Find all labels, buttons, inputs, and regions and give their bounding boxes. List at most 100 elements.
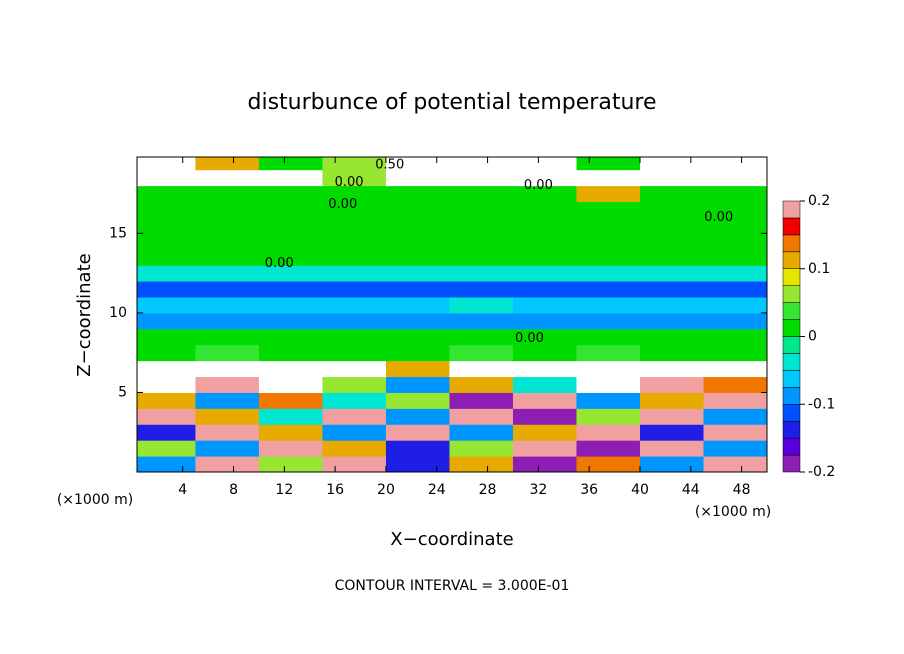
- heat-cell: [195, 408, 260, 425]
- heat-cell: [639, 376, 704, 393]
- heat-cell: [576, 344, 641, 362]
- heat-cell: [137, 185, 196, 203]
- heat-cell: [385, 201, 450, 218]
- heat-cell: [449, 456, 514, 473]
- heat-cell: [385, 456, 450, 473]
- heat-cell: [512, 312, 577, 330]
- contour-label: 0.00: [515, 331, 544, 346]
- heat-cell: [576, 297, 641, 314]
- heat-cell: [195, 201, 260, 218]
- heat-cell: [258, 392, 323, 409]
- heat-cell: [639, 157, 704, 171]
- heat-cell: [385, 185, 450, 203]
- x-tick-label: 28: [479, 482, 497, 498]
- heat-cell: [258, 249, 323, 266]
- heat-cell: [449, 376, 514, 393]
- heat-cell: [322, 217, 387, 234]
- heat-cell: [639, 201, 704, 218]
- x-tick-label: 32: [529, 482, 547, 498]
- heat-cell: [576, 157, 641, 171]
- heat-cell: [512, 344, 577, 362]
- heat-cell: [639, 440, 704, 457]
- colorbar-tick-label: -0.2: [808, 464, 835, 480]
- heat-cell: [195, 169, 260, 187]
- heat-cell: [258, 360, 323, 378]
- heat-cell: [137, 233, 196, 250]
- heat-cell: [258, 265, 323, 282]
- heat-cell: [137, 217, 196, 234]
- heat-cell: [703, 157, 768, 171]
- heat-cell: [703, 281, 768, 298]
- colorbar-swatch: [782, 319, 801, 337]
- heat-cell: [703, 217, 768, 234]
- heat-cell: [322, 265, 387, 282]
- heat-cell: [258, 201, 323, 218]
- heat-cell: [137, 249, 196, 266]
- heat-cell: [512, 185, 577, 203]
- heat-cell: [639, 408, 704, 425]
- x-tick-label: 16: [326, 482, 344, 498]
- heat-cell: [449, 157, 514, 171]
- heat-cell: [322, 169, 387, 187]
- colorbar-swatch: [782, 251, 801, 269]
- colorbar-swatch: [782, 217, 801, 236]
- heat-cell: [322, 233, 387, 250]
- heat-cell: [576, 217, 641, 234]
- heat-cell: [195, 249, 260, 266]
- chart-title: disturbunce of potential temperature: [248, 90, 657, 115]
- heat-cell: [576, 312, 641, 330]
- heat-cell: [322, 360, 387, 378]
- heat-cell: [512, 376, 577, 393]
- heat-cell: [639, 456, 704, 473]
- colorbar-swatch: [782, 268, 801, 286]
- heat-cell: [639, 249, 704, 266]
- heat-cell: [385, 376, 450, 393]
- heat-cell: [195, 376, 260, 393]
- heat-cell: [703, 312, 768, 330]
- heat-cell: [195, 157, 260, 171]
- y-tick-label: 10: [109, 305, 127, 321]
- heat-cell: [703, 408, 768, 425]
- heat-cell: [137, 281, 196, 298]
- heat-cell: [703, 169, 768, 187]
- heat-cell: [576, 424, 641, 441]
- heat-cell: [195, 217, 260, 234]
- heat-cell: [639, 424, 704, 441]
- heat-cell: [258, 408, 323, 425]
- heat-cell: [576, 233, 641, 250]
- heat-cell: [195, 312, 260, 330]
- heat-cell: [703, 392, 768, 409]
- heat-cell: [322, 312, 387, 330]
- heat-cell: [385, 408, 450, 425]
- heat-cell: [322, 201, 387, 218]
- contour-label: 0.00: [524, 178, 553, 193]
- heat-cell: [449, 201, 514, 218]
- heat-cell: [195, 392, 260, 409]
- heat-cell: [576, 360, 641, 378]
- x-unit: (×1000 m): [57, 492, 133, 508]
- heat-cell: [703, 344, 768, 362]
- heat-cell: [512, 440, 577, 457]
- x-tick-label: 40: [631, 482, 649, 498]
- heat-cell: [639, 312, 704, 330]
- heat-cell: [449, 169, 514, 187]
- heat-cell: [385, 297, 450, 314]
- heat-cell: [639, 281, 704, 298]
- heat-cell: [322, 376, 387, 393]
- heat-cell: [449, 328, 514, 346]
- heat-cell: [385, 265, 450, 282]
- heat-cell: [449, 440, 514, 457]
- colorbar-tick-label: 0: [808, 329, 817, 345]
- colorbar-swatch: [782, 420, 801, 439]
- colorbar-swatch: [782, 404, 801, 422]
- heat-cell: [512, 157, 577, 171]
- heat-cell: [512, 249, 577, 266]
- heat-cell: [703, 376, 768, 393]
- heat-cell: [385, 424, 450, 441]
- heat-cell: [449, 344, 514, 362]
- heat-cell: [385, 249, 450, 266]
- colorbar-swatch: [782, 302, 801, 320]
- heat-cell: [258, 233, 323, 250]
- heat-cell: [322, 297, 387, 314]
